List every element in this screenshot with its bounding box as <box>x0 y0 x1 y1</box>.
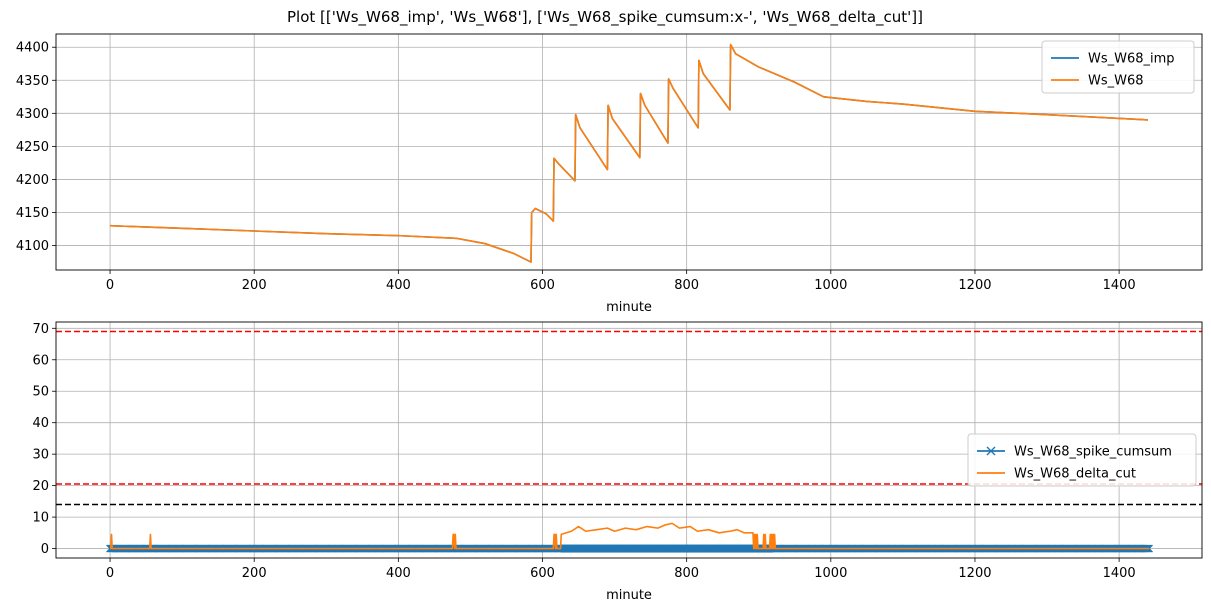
x-tick-label: 200 <box>242 566 267 581</box>
bottom-chart-panel: 0 200 400 600 800 1000 1200 1400 0 10 20 30 40 50 60 70… <box>32 321 1203 603</box>
series-line-Ws_W68 <box>110 43 1148 263</box>
axes-frame <box>55 321 1203 559</box>
x-tick-label: 600 <box>530 278 555 293</box>
y-tick-label: 4350 <box>16 74 49 89</box>
y-tick-label: 50 <box>32 385 49 400</box>
axis-ticks: 0 200 400 600 800 1000 1200 1400 0 10 20 30 40 50 60 70 <box>32 322 1135 581</box>
x-tick-label: 0 <box>106 566 114 581</box>
top-chart-panel: 0 200 400 600 800 1000 1200 1400 4100 4150 4200 425… <box>16 33 1203 315</box>
y-tick-label: 4200 <box>16 173 49 188</box>
y-tick-label: 60 <box>32 353 49 368</box>
y-tick-label: 70 <box>32 322 49 337</box>
series-line-Ws_W68_delta_cut <box>109 522 1150 550</box>
y-tick-label: 4250 <box>16 140 49 155</box>
x-tick-label: 600 <box>530 566 555 581</box>
y-tick-label: 4100 <box>16 239 49 254</box>
x-axis-label: minute <box>606 588 652 603</box>
y-tick-label: 20 <box>32 479 49 494</box>
dense-marker-band <box>560 544 774 553</box>
legend-label: Ws_W68_delta_cut <box>1014 467 1136 482</box>
y-tick-label: 4300 <box>16 107 49 122</box>
axis-ticks: 0 200 400 600 800 1000 1200 1400 4100 4150 4200 425… <box>16 41 1136 293</box>
legend: Ws_W68_imp Ws_W68 <box>1041 40 1195 94</box>
x-tick-label: 1200 <box>958 278 991 293</box>
legend-label: Ws_W68 <box>1088 74 1144 89</box>
x-tick-label: 400 <box>386 566 411 581</box>
x-tick-label: 0 <box>106 278 114 293</box>
x-tick-label: 800 <box>674 278 699 293</box>
x-tick-label: 1000 <box>814 566 847 581</box>
x-tick-label: 200 <box>242 278 267 293</box>
axes-frame <box>55 33 1203 271</box>
legend-label: Ws_W68_spike_cumsum <box>1014 445 1172 460</box>
legend-box <box>1041 40 1195 94</box>
figure-title: Plot [['Ws_W68_imp', 'Ws_W68'], ['Ws_W68… <box>287 8 923 27</box>
x-tick-label: 400 <box>386 278 411 293</box>
grid-lines <box>56 34 1202 270</box>
y-tick-label: 0 <box>41 542 49 557</box>
legend-x-marker <box>986 446 996 456</box>
plot-area <box>56 330 1202 553</box>
legend-label: Ws_W68_imp <box>1088 52 1175 67</box>
x-tick-label: 1400 <box>1103 278 1136 293</box>
y-tick-label: 40 <box>32 416 49 431</box>
plot-area <box>110 43 1148 263</box>
y-tick-label: 10 <box>32 511 49 526</box>
x-tick-label: 800 <box>674 566 699 581</box>
y-tick-label: 30 <box>32 448 49 463</box>
x-axis-label: minute <box>606 300 652 315</box>
x-tick-label: 1400 <box>1103 566 1136 581</box>
y-tick-label: 4150 <box>16 206 49 221</box>
legend: Ws_W68_spike_cumsum Ws_W68_delta_cut <box>967 433 1197 487</box>
x-tick-label: 1000 <box>814 278 847 293</box>
legend-box <box>967 433 1197 487</box>
x-tick-label: 1200 <box>958 566 991 581</box>
y-tick-label: 4400 <box>16 41 49 56</box>
